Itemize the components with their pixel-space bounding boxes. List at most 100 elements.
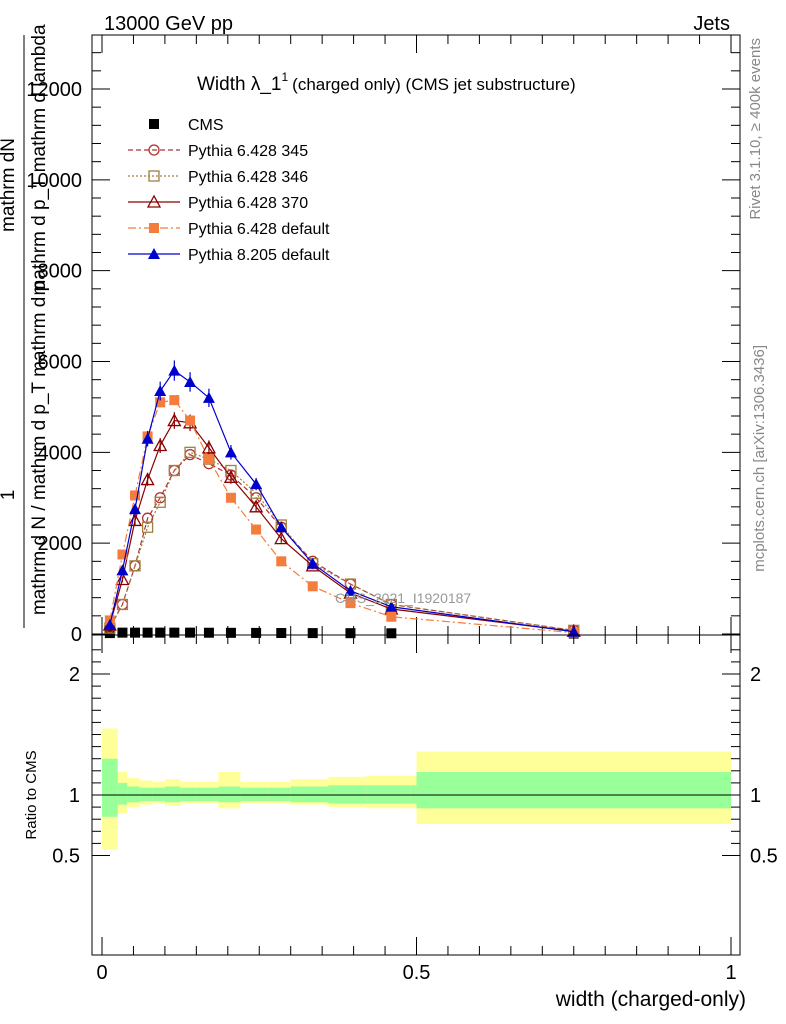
- data-point-p8def: [116, 564, 129, 576]
- data-point-cms: [276, 628, 287, 639]
- data-point-p6def: [130, 490, 141, 501]
- inner-band-bin: [102, 758, 118, 817]
- inner-band-bin: [416, 772, 731, 809]
- data-point-p8def: [306, 557, 319, 569]
- data-point-p8def: [141, 432, 154, 444]
- data-point-cms: [130, 627, 141, 638]
- data-point-p6def: [155, 397, 166, 408]
- legend: CMS Pythia 6.428 345 Pythia 6.428 346 Pythi…: [128, 117, 330, 264]
- main-ylabel: mathrm dN mathrm d p_T mathrm d lambda m…: [0, 24, 50, 628]
- main-axis-ticks: 0 2000 4000 6000 8000 10000 12000: [26, 35, 740, 646]
- inner-band-bin: [127, 786, 140, 803]
- inner-band-bin: [152, 787, 165, 802]
- data-point-cms: [386, 628, 397, 639]
- ratio-ylabel: Ratio to CMS: [23, 750, 40, 839]
- legend-marker-p370: [146, 194, 162, 208]
- ratio-ytick-label: 1: [69, 785, 80, 807]
- data-point-p346: [129, 560, 141, 572]
- data-point-cms: [117, 627, 128, 638]
- data-point-cms: [155, 627, 166, 638]
- series-line-p346: [109, 451, 574, 631]
- data-point-cms: [203, 627, 214, 638]
- inner-band-bin: [117, 782, 128, 805]
- legend-label-p370: Pythia 6.428 370: [188, 195, 308, 212]
- data-point-p370: [201, 440, 217, 454]
- data-point-p8def: [129, 503, 142, 515]
- main-panel: 0 2000 4000 6000 8000 10000 12000 Width λ_11 (c…: [26, 34, 741, 646]
- data-point-p345: [141, 512, 154, 524]
- data-point-cms: [169, 627, 180, 638]
- data-point-p346: [154, 496, 166, 508]
- data-point-p346: [168, 464, 180, 477]
- inner-band-bin: [218, 786, 241, 803]
- ratio-ytick-label: 0.5: [52, 846, 80, 868]
- data-point-p8def: [168, 364, 181, 376]
- ratio-bands: [102, 728, 731, 850]
- series-p345: [104, 448, 580, 637]
- main-ytick-label: 10000: [26, 170, 82, 192]
- legend-marker-p345: [148, 144, 160, 156]
- ylabel-denominator: mathrm d N / mathrm d p_T mathrm d p: [29, 281, 50, 615]
- ratio-ytick-label-right: 1: [750, 785, 761, 807]
- main-ytick-label: 4000: [38, 442, 83, 464]
- ylabel-numerator-line1: mathrm dN: [0, 138, 19, 232]
- xtick-label: 0: [96, 962, 107, 984]
- main-ytick-label: 2000: [38, 533, 83, 555]
- inner-band-bin: [196, 787, 219, 802]
- energy-label: 13000 GeV pp: [104, 13, 233, 35]
- data-point-p8def: [184, 375, 197, 387]
- inner-band-bin: [180, 787, 197, 802]
- legend-label-cms: CMS: [188, 117, 224, 134]
- data-point-p6def: [117, 549, 128, 560]
- inner-band-bin: [290, 786, 329, 803]
- data-point-p370: [140, 472, 155, 486]
- main-ytick-label: 6000: [38, 352, 83, 374]
- legend-marker-p8def: [148, 248, 160, 259]
- data-point-p8def: [385, 600, 398, 612]
- data-point-cms: [345, 628, 356, 639]
- inner-band-bin: [164, 786, 181, 803]
- data-point-p370: [223, 469, 239, 483]
- x-axis-label: width (charged-only): [555, 988, 746, 1011]
- data-point-p8def: [224, 446, 237, 458]
- data-point-p370: [249, 499, 264, 513]
- ylabel-one: 1: [0, 490, 19, 501]
- ratio-ytick-label: 2: [69, 664, 80, 686]
- data-point-p346: [184, 446, 196, 458]
- xtick-label: 1: [725, 962, 736, 984]
- legend-label-p345: Pythia 6.428 345: [188, 143, 308, 160]
- rivet-label: Rivet 3.1.10, ≥ 400k events: [747, 38, 764, 220]
- data-point-p6def: [203, 454, 214, 465]
- data-point-p6def: [345, 598, 356, 609]
- inner-band-bin: [240, 787, 269, 802]
- data-point-p6def: [225, 492, 236, 503]
- data-point-p8def: [344, 584, 357, 596]
- data-point-p370: [115, 572, 130, 586]
- inner-band-bin: [328, 785, 367, 804]
- data-point-p370: [127, 513, 143, 527]
- data-point-p6def: [276, 556, 287, 567]
- data-point-p8def: [154, 385, 167, 397]
- data-point-cms: [251, 627, 262, 638]
- legend-label-p346: Pythia 6.428 346: [188, 169, 308, 186]
- data-point-cms: [185, 627, 196, 638]
- main-ytick-label: 8000: [38, 261, 83, 283]
- data-point-p8def: [567, 625, 580, 637]
- data-point-p6def: [251, 524, 262, 535]
- inner-band-bin: [268, 787, 291, 802]
- inner-band-bin: [366, 785, 411, 804]
- xtick-label: 0.5: [403, 962, 431, 984]
- main-series: [102, 360, 581, 639]
- ratio-panel: 0.5 0.5 1 1 2 2 0 0.5 1 Ratio to CMS width (char…: [23, 634, 778, 1011]
- legend-marker-cms: [149, 119, 159, 129]
- series-p346: [104, 446, 580, 637]
- data-point-p346: [116, 598, 129, 611]
- data-point-p6def: [386, 611, 397, 622]
- ratio-ytick-label-right: 0.5: [750, 846, 778, 868]
- data-point-cms: [307, 628, 318, 639]
- inner-band-bin: [410, 785, 417, 804]
- main-ytick-label: 12000: [26, 79, 82, 101]
- analysis-watermark: CMS_2021_I1920187: [335, 590, 471, 606]
- ratio-ytick-label-right: 2: [750, 664, 761, 686]
